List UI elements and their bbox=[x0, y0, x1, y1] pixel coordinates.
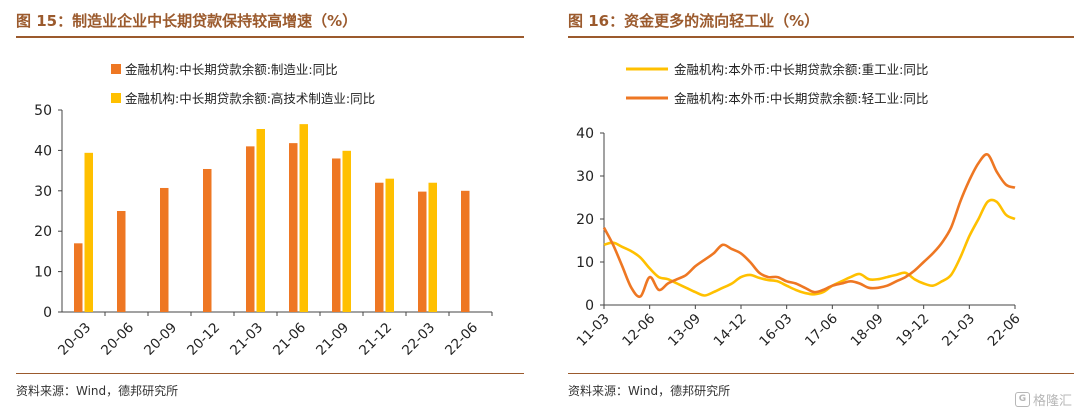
watermark-logo-icon: G bbox=[1014, 392, 1030, 407]
x-tick-label: 22-06 bbox=[442, 320, 481, 359]
x-tick-label: 12-06 bbox=[619, 311, 658, 350]
source-rule bbox=[568, 373, 1074, 374]
x-tick-label: 14-12 bbox=[711, 311, 750, 350]
y-tick-label: 50 bbox=[34, 103, 52, 119]
x-tick-label: 13-09 bbox=[665, 311, 704, 350]
x-tick-label: 19-12 bbox=[893, 311, 932, 350]
bar bbox=[117, 211, 126, 312]
x-tick-label: 20-06 bbox=[98, 320, 137, 359]
right-chart-panel: 图 16：资金更多的流向轻工业（%） 金融机构:本外币:中长期贷款余额:重工业:… bbox=[552, 0, 1080, 415]
x-tick-label: 21-09 bbox=[313, 320, 352, 359]
bar bbox=[385, 178, 394, 312]
bar bbox=[203, 168, 212, 312]
x-tick-label: 16-03 bbox=[756, 311, 795, 350]
watermark-text: 格隆汇 bbox=[1032, 394, 1072, 409]
chart-title: 图 16：资金更多的流向轻工业（%） bbox=[568, 12, 820, 30]
y-tick-label: 0 bbox=[43, 305, 52, 321]
legend-label: 金融机构:中长期贷款余额:高技术制造业:同比 bbox=[125, 91, 375, 106]
legend-label: 金融机构:本外币:中长期贷款余额:轻工业:同比 bbox=[674, 91, 928, 106]
x-tick-label: 17-06 bbox=[802, 311, 841, 350]
title-rule bbox=[16, 36, 524, 38]
y-tick-label: 10 bbox=[576, 255, 594, 271]
x-tick-label: 20-12 bbox=[184, 320, 223, 359]
bar bbox=[74, 243, 83, 312]
bar bbox=[332, 158, 341, 312]
y-tick-label: 0 bbox=[585, 298, 594, 314]
x-tick-label: 21-12 bbox=[356, 320, 395, 359]
y-tick-label: 30 bbox=[34, 184, 52, 200]
bar bbox=[418, 191, 427, 312]
bar bbox=[246, 146, 255, 312]
bar bbox=[289, 143, 298, 312]
legend-label: 金融机构:中长期贷款余额:制造业:同比 bbox=[125, 62, 338, 77]
bar bbox=[256, 128, 265, 312]
y-tick-label: 10 bbox=[34, 265, 52, 281]
line-chart: 金融机构:本外币:中长期贷款余额:重工业:同比金融机构:本外币:中长期贷款余额:… bbox=[574, 62, 1024, 350]
x-tick-label: 20-03 bbox=[55, 320, 94, 359]
x-tick-label: 11-03 bbox=[574, 311, 613, 350]
x-tick-label: 22-06 bbox=[985, 311, 1024, 350]
series-line bbox=[603, 198, 1016, 297]
bar bbox=[461, 190, 470, 312]
x-tick-label: 22-03 bbox=[399, 320, 438, 359]
bar bbox=[428, 182, 437, 312]
bar bbox=[84, 152, 93, 312]
bar bbox=[160, 187, 169, 312]
source-note: 资料来源：Wind，德邦研究所 bbox=[16, 384, 179, 398]
y-tick-label: 40 bbox=[34, 143, 52, 159]
bar-chart: 金融机构:中长期贷款余额:制造业:同比金融机构:中长期贷款余额:高技术制造业:同… bbox=[34, 62, 493, 359]
x-tick-label: 21-03 bbox=[939, 311, 978, 350]
source-note: 资料来源：Wind，德邦研究所 bbox=[568, 384, 731, 398]
y-tick-label: 20 bbox=[576, 212, 594, 228]
y-tick-label: 40 bbox=[576, 126, 594, 142]
bar bbox=[299, 124, 308, 312]
legend-label: 金融机构:本外币:中长期贷款余额:重工业:同比 bbox=[674, 62, 928, 77]
bar bbox=[342, 150, 351, 312]
y-tick-label: 30 bbox=[576, 169, 594, 185]
legend-swatch bbox=[111, 64, 121, 74]
left-chart-panel: 图 15：制造业企业中长期贷款保持较高增速（%） 金融机构:中长期贷款余额:制造… bbox=[0, 0, 528, 415]
chart-title: 图 15：制造业企业中长期贷款保持较高增速（%） bbox=[16, 12, 358, 30]
bar bbox=[375, 182, 384, 312]
x-tick-label: 21-06 bbox=[270, 320, 309, 359]
x-tick-label: 18-09 bbox=[848, 311, 887, 350]
watermark: G 格隆汇 bbox=[1014, 390, 1072, 409]
y-tick-label: 20 bbox=[34, 224, 52, 240]
source-rule bbox=[16, 373, 524, 374]
series-line bbox=[602, 153, 1016, 299]
x-tick-label: 21-03 bbox=[227, 320, 266, 359]
title-rule bbox=[568, 36, 1074, 38]
x-tick-label: 20-09 bbox=[141, 320, 180, 359]
legend-swatch bbox=[111, 93, 121, 103]
